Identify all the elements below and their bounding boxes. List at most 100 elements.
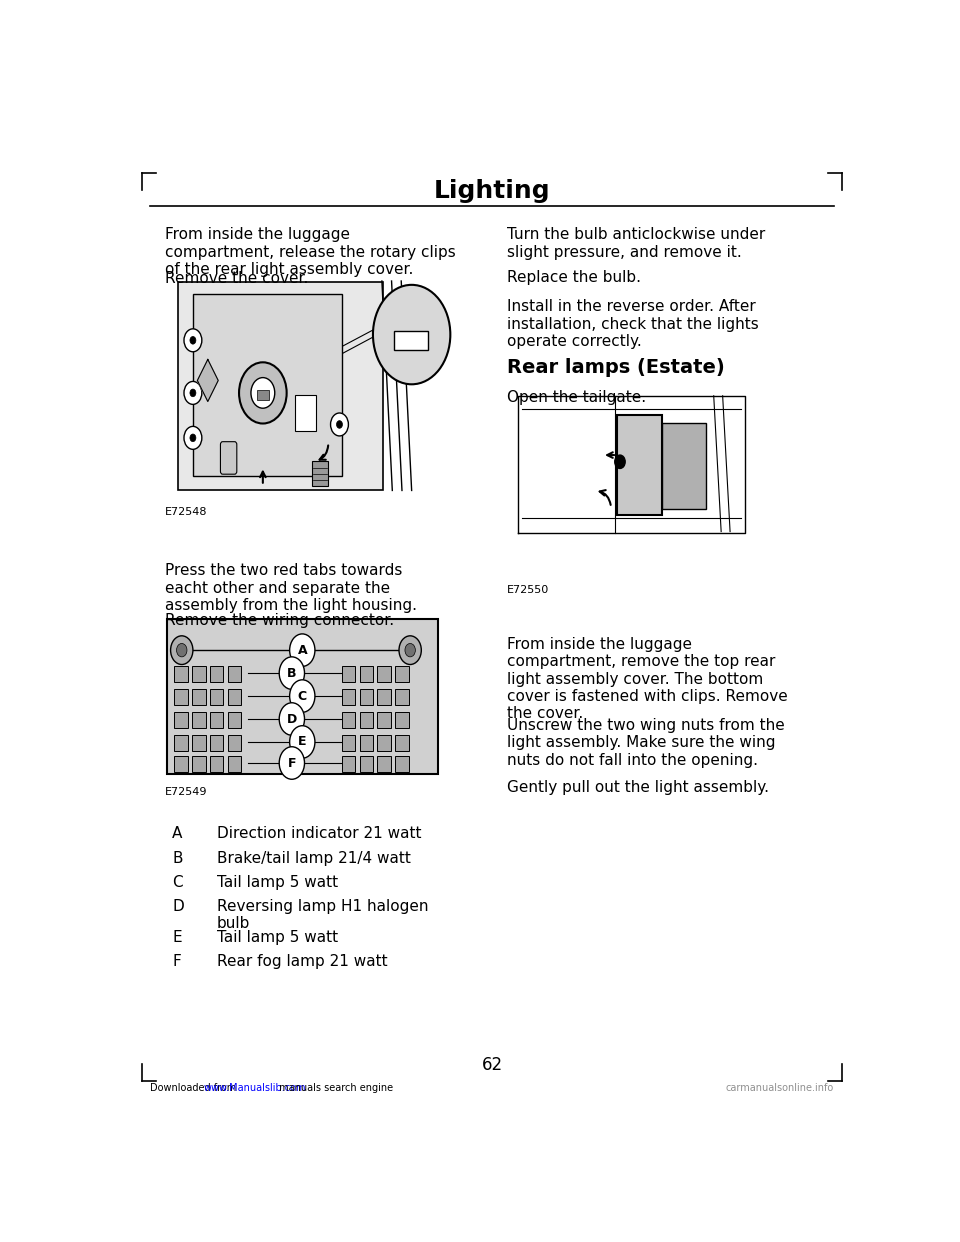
Circle shape <box>190 433 196 442</box>
Circle shape <box>239 363 287 424</box>
FancyBboxPatch shape <box>396 667 409 682</box>
Circle shape <box>279 703 304 735</box>
Circle shape <box>405 643 416 657</box>
Text: Brake/tail lamp 21/4 watt: Brake/tail lamp 21/4 watt <box>217 851 411 866</box>
FancyBboxPatch shape <box>360 756 372 771</box>
FancyBboxPatch shape <box>210 689 224 704</box>
Text: B: B <box>287 667 297 679</box>
FancyBboxPatch shape <box>377 667 391 682</box>
Text: Rear fog lamp 21 watt: Rear fog lamp 21 watt <box>217 954 387 969</box>
Text: www.Manualslib.com: www.Manualslib.com <box>204 1083 306 1093</box>
Circle shape <box>279 657 304 689</box>
Circle shape <box>251 378 275 409</box>
FancyBboxPatch shape <box>377 735 391 750</box>
FancyBboxPatch shape <box>167 619 439 774</box>
Text: Rear lamps (Estate): Rear lamps (Estate) <box>507 358 725 376</box>
Polygon shape <box>198 359 218 401</box>
FancyBboxPatch shape <box>342 713 355 728</box>
FancyBboxPatch shape <box>228 735 241 750</box>
FancyBboxPatch shape <box>661 422 707 509</box>
Text: C: C <box>298 689 307 703</box>
FancyBboxPatch shape <box>221 442 237 474</box>
FancyBboxPatch shape <box>396 735 409 750</box>
Text: Reversing lamp H1 halogen
bulb: Reversing lamp H1 halogen bulb <box>217 899 428 932</box>
Circle shape <box>399 636 421 664</box>
Text: F: F <box>172 954 180 969</box>
Circle shape <box>190 337 196 344</box>
Circle shape <box>171 636 193 664</box>
FancyBboxPatch shape <box>228 756 241 771</box>
Text: E72548: E72548 <box>165 507 207 517</box>
Circle shape <box>614 455 625 468</box>
FancyBboxPatch shape <box>396 689 409 704</box>
Text: Lighting: Lighting <box>434 179 550 204</box>
FancyBboxPatch shape <box>192 689 205 704</box>
Text: carmanualsonline.info: carmanualsonline.info <box>726 1083 834 1093</box>
FancyBboxPatch shape <box>178 282 383 491</box>
Text: From inside the luggage
compartment, remove the top rear
light assembly cover. T: From inside the luggage compartment, rem… <box>507 637 787 722</box>
Circle shape <box>190 389 196 396</box>
Text: F: F <box>288 756 296 770</box>
FancyBboxPatch shape <box>257 390 269 400</box>
FancyBboxPatch shape <box>228 689 241 704</box>
Text: manuals search engine: manuals search engine <box>276 1083 394 1093</box>
Circle shape <box>330 414 348 436</box>
FancyBboxPatch shape <box>377 689 391 704</box>
Circle shape <box>290 633 315 667</box>
Text: From inside the luggage
compartment, release the rotary clips
of the rear light : From inside the luggage compartment, rel… <box>165 227 455 277</box>
FancyBboxPatch shape <box>192 713 205 728</box>
Circle shape <box>290 725 315 758</box>
FancyBboxPatch shape <box>360 735 372 750</box>
Circle shape <box>290 679 315 713</box>
FancyBboxPatch shape <box>342 667 355 682</box>
Circle shape <box>177 643 187 657</box>
Text: B: B <box>172 851 182 866</box>
FancyBboxPatch shape <box>210 756 224 771</box>
Circle shape <box>279 746 304 779</box>
Text: D: D <box>287 713 297 725</box>
FancyBboxPatch shape <box>342 735 355 750</box>
FancyBboxPatch shape <box>228 713 241 728</box>
Text: C: C <box>172 874 182 891</box>
FancyBboxPatch shape <box>377 756 391 771</box>
Text: Remove the wiring connector.: Remove the wiring connector. <box>165 612 394 628</box>
FancyBboxPatch shape <box>210 667 224 682</box>
Text: Tail lamp 5 watt: Tail lamp 5 watt <box>217 930 338 945</box>
Text: Install in the reverse order. After
installation, check that the lights
operate : Install in the reverse order. After inst… <box>507 299 758 349</box>
Text: Gently pull out the light assembly.: Gently pull out the light assembly. <box>507 780 769 795</box>
FancyBboxPatch shape <box>360 713 372 728</box>
FancyBboxPatch shape <box>210 735 224 750</box>
Text: A: A <box>298 643 307 657</box>
FancyBboxPatch shape <box>342 689 355 704</box>
FancyBboxPatch shape <box>193 294 342 476</box>
FancyBboxPatch shape <box>360 667 372 682</box>
Text: A: A <box>172 826 182 841</box>
FancyBboxPatch shape <box>312 461 328 486</box>
Text: Open the tailgate.: Open the tailgate. <box>507 390 646 405</box>
FancyBboxPatch shape <box>175 689 188 704</box>
Circle shape <box>184 329 202 351</box>
Text: Turn the bulb anticlockwise under
slight pressure, and remove it.: Turn the bulb anticlockwise under slight… <box>507 227 765 260</box>
Text: Tail lamp 5 watt: Tail lamp 5 watt <box>217 874 338 891</box>
Text: E72550: E72550 <box>507 585 549 595</box>
FancyBboxPatch shape <box>228 667 241 682</box>
FancyBboxPatch shape <box>175 667 188 682</box>
FancyBboxPatch shape <box>394 330 428 350</box>
Text: Remove the cover.: Remove the cover. <box>165 272 308 287</box>
Text: Press the two red tabs towards
eacht other and separate the
assembly from the li: Press the two red tabs towards eacht oth… <box>165 563 417 614</box>
Text: E: E <box>172 930 181 945</box>
Text: E72549: E72549 <box>165 787 207 797</box>
FancyBboxPatch shape <box>360 689 372 704</box>
FancyBboxPatch shape <box>175 735 188 750</box>
Circle shape <box>337 421 343 428</box>
Text: 62: 62 <box>481 1056 503 1074</box>
Circle shape <box>372 284 450 384</box>
FancyBboxPatch shape <box>210 713 224 728</box>
FancyBboxPatch shape <box>617 415 661 515</box>
FancyBboxPatch shape <box>396 756 409 771</box>
Circle shape <box>184 426 202 450</box>
Polygon shape <box>518 396 745 534</box>
FancyBboxPatch shape <box>192 735 205 750</box>
Text: Direction indicator 21 watt: Direction indicator 21 watt <box>217 826 421 841</box>
FancyBboxPatch shape <box>342 756 355 771</box>
